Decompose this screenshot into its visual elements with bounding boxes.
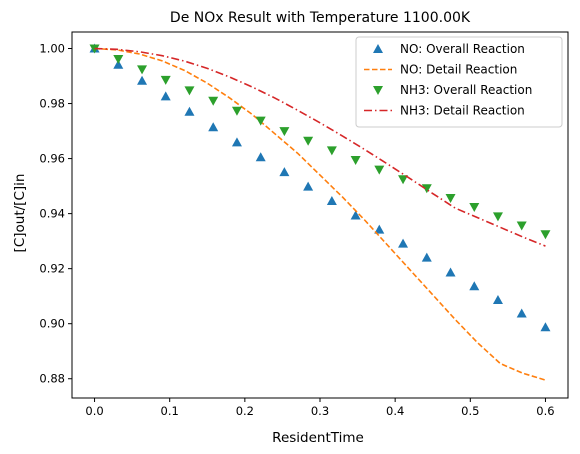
data-point — [160, 91, 171, 101]
data-point — [516, 221, 527, 231]
data-point — [255, 116, 266, 126]
y-tick-label: 0.90 — [39, 317, 65, 331]
data-point — [469, 281, 480, 291]
legend-entry-4: NH3: Detail Reaction — [364, 104, 525, 118]
x-tick-label: 0.0 — [85, 404, 103, 418]
x-tick-label: 0.6 — [536, 404, 554, 418]
data-point — [374, 224, 385, 234]
data-point — [350, 155, 361, 165]
x-axis-label: ResidentTime — [272, 430, 364, 446]
x-tick-label: 0.4 — [386, 404, 404, 418]
y-axis-label: [C]out/[C]in — [12, 174, 28, 253]
data-point — [398, 238, 409, 248]
y-tick-label: 0.88 — [39, 372, 65, 386]
series-1 — [89, 43, 551, 332]
data-point — [445, 267, 456, 277]
plot-area — [71, 31, 569, 399]
legend-label: NH3: Overall Reaction — [400, 83, 532, 97]
chart-title: De NOx Result with Temperature 1100.00K — [170, 10, 471, 26]
data-point — [113, 59, 124, 69]
data-point — [469, 203, 480, 213]
series-4 — [94, 47, 546, 247]
y-axis: 0.88 0.90 0.92 0.94 0.96 0.98 1.00 — [39, 42, 72, 386]
legend-label: NO: Detail Reaction — [400, 63, 517, 77]
data-point — [255, 152, 266, 162]
data-point — [303, 181, 314, 191]
data-point — [279, 167, 290, 177]
data-point — [492, 295, 503, 305]
data-point — [137, 75, 148, 85]
x-tick-label: 0.2 — [236, 404, 254, 418]
legend-box — [355, 36, 563, 128]
data-point — [160, 75, 171, 85]
data-point — [303, 136, 314, 146]
legend-entry-1: NO: Overall Reaction — [373, 42, 525, 56]
data-point — [137, 65, 148, 75]
legend-entry-2: NO: Detail Reaction — [364, 63, 517, 77]
data-point — [540, 230, 551, 240]
series-line — [94, 47, 546, 381]
x-tick-label: 0.5 — [461, 404, 479, 418]
series-line — [94, 47, 546, 247]
legend-marker — [373, 44, 383, 53]
data-point — [279, 127, 290, 137]
legend-marker — [373, 86, 383, 95]
y-tick-label: 0.96 — [39, 152, 65, 166]
series-3 — [89, 44, 551, 240]
y-tick-label: 0.94 — [39, 207, 65, 221]
x-tick-label: 0.3 — [311, 404, 329, 418]
y-tick-label: 0.92 — [39, 262, 65, 276]
data-point — [516, 308, 527, 318]
data-point — [326, 195, 337, 205]
data-point — [113, 54, 124, 64]
x-tick-label: 0.1 — [161, 404, 179, 418]
data-point — [398, 175, 409, 185]
legend-label: NH3: Detail Reaction — [400, 104, 525, 118]
legend: NO: Overall Reaction NO: Detail Reaction N… — [355, 36, 563, 128]
data-point — [445, 193, 456, 203]
data-point — [421, 252, 432, 262]
data-point — [492, 212, 503, 222]
data-point — [350, 210, 361, 220]
data-point — [208, 122, 219, 132]
data-point — [421, 184, 432, 194]
data-point — [184, 86, 195, 96]
legend-entry-3: NH3: Overall Reaction — [373, 83, 532, 97]
y-tick-label: 0.98 — [39, 97, 65, 111]
series-2 — [94, 47, 546, 381]
data-point — [231, 106, 242, 116]
data-point — [231, 137, 242, 147]
data-point — [184, 106, 195, 116]
legend-label: NO: Overall Reaction — [400, 42, 525, 56]
data-point — [326, 146, 337, 156]
x-axis: 0.0 0.1 0.2 0.3 0.4 0.5 0.6 — [85, 398, 555, 418]
data-point — [208, 96, 219, 106]
data-point — [374, 165, 385, 175]
y-tick-label: 1.00 — [39, 42, 65, 56]
data-point — [540, 322, 551, 332]
